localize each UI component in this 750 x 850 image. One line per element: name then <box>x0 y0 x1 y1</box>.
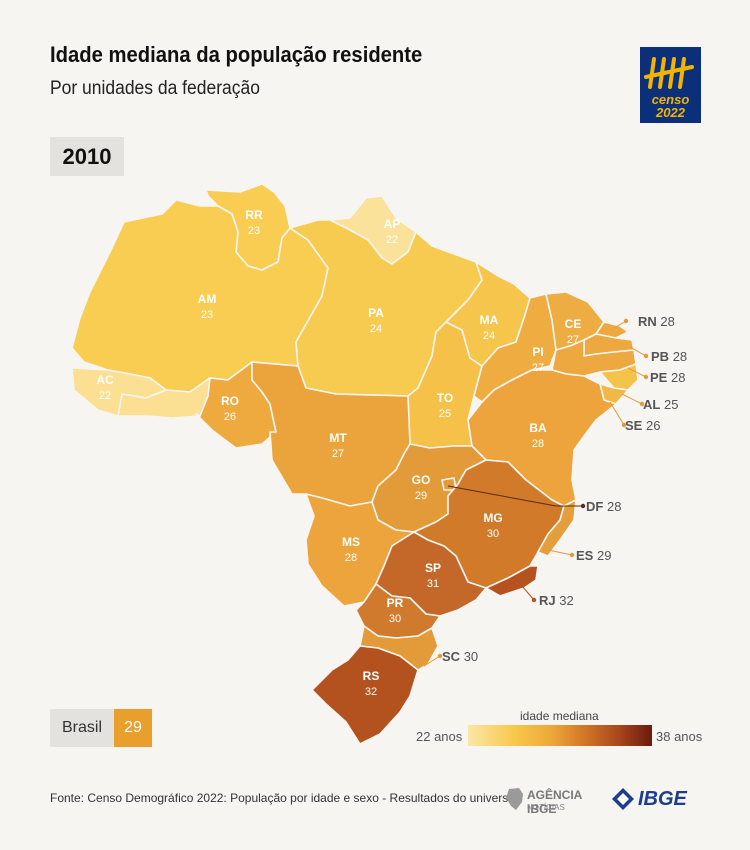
ext-label-sc: SC 30 <box>442 649 478 664</box>
state-label-ac-value: 22 <box>99 390 111 402</box>
state-label-pa-value: 24 <box>370 323 382 335</box>
state-label-rs-value: 32 <box>365 686 377 698</box>
state-label-mg-abbr: MG <box>483 511 502 525</box>
state-label-ro-value: 26 <box>224 411 236 423</box>
state-label-ce-abbr: CE <box>565 317 582 331</box>
state-rn[interactable] <box>595 321 629 339</box>
state-label-ap-abbr: AP <box>384 217 401 231</box>
legend-color-scale <box>468 725 652 746</box>
ibge-emblem-icon <box>612 788 634 810</box>
ext-label-df: DF 28 <box>586 499 621 514</box>
state-label-sp-value: 31 <box>427 578 439 590</box>
logo-censo-text: censo <box>651 92 690 107</box>
state-label-ce-value: 27 <box>567 334 579 346</box>
state-labels: RR 23 AP 22 AM 23 PA 24 MA 24 CE 27 PI 2… <box>96 208 581 698</box>
state-label-rr-value: 23 <box>248 225 260 237</box>
state-label-ro-abbr: RO <box>221 394 239 408</box>
state-label-ms-abbr: MS <box>342 535 360 549</box>
state-label-rr-abbr: RR <box>245 208 263 222</box>
state-label-ms-value: 28 <box>345 552 357 564</box>
logo-year-text: 2022 <box>656 105 685 120</box>
legend-min-label: 22 anos <box>416 729 463 744</box>
state-label-pi-abbr: PI <box>532 345 543 359</box>
state-label-pr-abbr: PR <box>387 596 404 610</box>
state-label-ma-abbr: MA <box>480 313 499 327</box>
year-badge: 2010 <box>50 137 124 176</box>
legend-max-label: 38 anos <box>656 729 703 744</box>
state-label-go-abbr: GO <box>412 473 431 487</box>
censo-2022-logo: censo 2022 <box>640 47 701 123</box>
state-label-ba-value: 28 <box>532 438 544 450</box>
state-ac-south[interactable] <box>117 377 211 419</box>
agencia-ibge-logo: AGÊNCIA IBGE NOTÍCIAS <box>503 786 603 816</box>
source-note: Fonte: Censo Demográfico 2022: População… <box>50 791 515 805</box>
state-rj[interactable] <box>485 565 539 597</box>
ibge-text: IBGE <box>638 788 687 810</box>
legend-title: idade mediana <box>520 709 599 723</box>
state-label-mg-value: 30 <box>487 528 499 540</box>
ext-label-rj: RJ 32 <box>539 593 574 608</box>
state-label-to-abbr: TO <box>437 391 453 405</box>
ext-label-se: SE 26 <box>625 418 660 433</box>
state-label-mt-value: 27 <box>332 448 344 460</box>
state-label-pr-value: 30 <box>389 613 401 625</box>
agencia-name: AGÊNCIA IBGE <box>527 788 582 816</box>
state-label-rs-abbr: RS <box>363 669 380 683</box>
ext-label-pe: PE 28 <box>650 370 685 385</box>
state-rs[interactable] <box>311 645 419 745</box>
page-subtitle: Por unidades da federação <box>50 78 260 99</box>
state-label-am-value: 23 <box>201 309 213 321</box>
leader-dots <box>437 318 649 659</box>
state-label-pi-value: 27 <box>532 362 544 374</box>
page-title: Idade mediana da população residente <box>50 42 423 67</box>
tally-marks-icon <box>644 57 694 89</box>
state-label-go-value: 29 <box>415 490 427 502</box>
ibge-logo: IBGE <box>610 786 702 814</box>
state-label-ac-abbr: AC <box>96 373 114 387</box>
agencia-map-icon <box>506 788 523 810</box>
brasil-summary: Brasil 29 <box>50 709 152 747</box>
state-label-pa-abbr: PA <box>368 306 384 320</box>
state-label-am-abbr: AM <box>198 292 217 306</box>
ext-label-rn: RN 28 <box>638 314 675 329</box>
brasil-value: 29 <box>114 709 152 747</box>
state-label-ba-abbr: BA <box>529 421 547 435</box>
agencia-subtitle: NOTÍCIAS <box>527 803 565 812</box>
state-label-to-value: 25 <box>439 408 451 420</box>
state-es[interactable] <box>537 499 577 557</box>
state-sp[interactable] <box>375 531 487 617</box>
state-label-ap-value: 22 <box>386 234 398 246</box>
state-label-ma-value: 24 <box>483 330 495 342</box>
state-label-sp-abbr: SP <box>425 561 441 575</box>
ext-label-es: ES 29 <box>576 548 611 563</box>
leader-lines <box>423 320 647 667</box>
ext-label-pb: PB 28 <box>651 349 687 364</box>
brasil-label: Brasil <box>50 709 114 747</box>
ext-label-al: AL 25 <box>643 397 678 412</box>
state-label-mt-abbr: MT <box>329 431 347 445</box>
